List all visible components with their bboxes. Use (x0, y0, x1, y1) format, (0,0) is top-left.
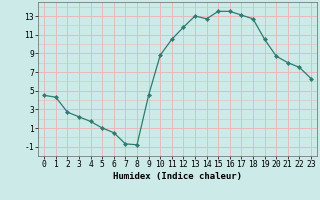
X-axis label: Humidex (Indice chaleur): Humidex (Indice chaleur) (113, 172, 242, 181)
